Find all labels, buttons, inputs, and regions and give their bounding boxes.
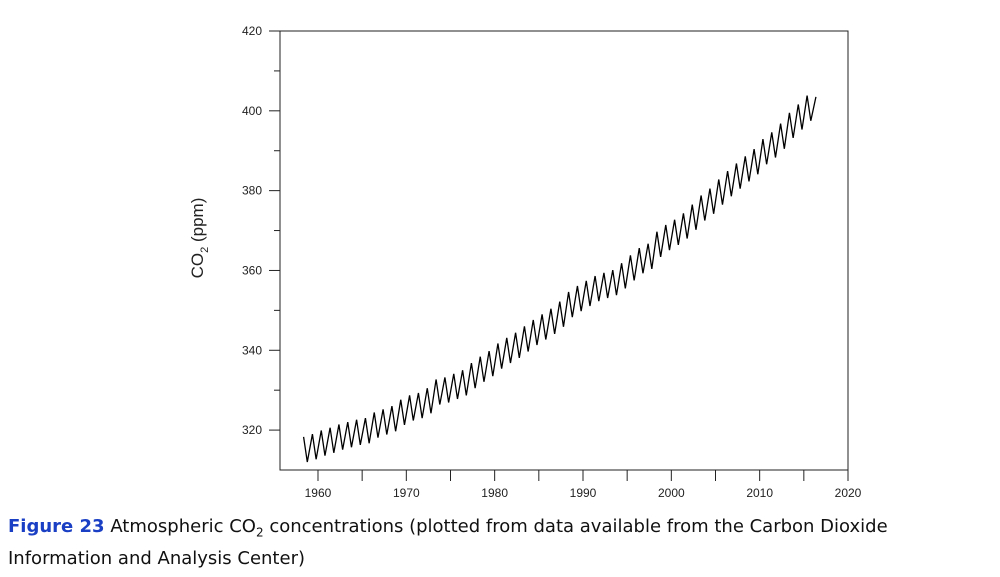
y-label-main: CO <box>188 253 207 279</box>
chart: CO2 (ppm) 320 340 360 380 400 420 1960 1970 1980… <box>188 24 862 500</box>
data-line <box>302 95 817 463</box>
caption-label: Figure 23 <box>8 516 105 537</box>
x-tick-label: 2000 <box>658 486 685 500</box>
y-tick-label: 420 <box>242 24 262 38</box>
y-label-rest: (ppm) <box>188 198 207 247</box>
x-tick-label: 1970 <box>393 486 420 500</box>
y-tick-label: 380 <box>242 184 262 198</box>
y-tick-label: 360 <box>242 263 262 277</box>
x-tick-label: 2020 <box>835 486 862 500</box>
y-tick-label: 320 <box>242 423 262 437</box>
caption-sub: 2 <box>255 525 264 540</box>
caption-text: concentrations (plotted from data availa… <box>8 516 888 569</box>
plot-frame <box>279 30 849 471</box>
x-tick-label: 2010 <box>746 486 773 500</box>
y-label-sub: 2 <box>199 247 211 253</box>
x-tick-label: 1960 <box>305 486 332 500</box>
caption-text: Atmospheric CO <box>110 516 256 537</box>
x-tick-label: 1990 <box>570 486 597 500</box>
figure-caption: Figure 23 Atmospheric CO2 concentrations… <box>8 514 993 572</box>
y-tick-label: 340 <box>242 343 262 357</box>
x-tick-label: 1980 <box>481 486 508 500</box>
y-tick-label: 400 <box>242 104 262 118</box>
y-axis-label: CO2 (ppm) <box>188 198 211 279</box>
